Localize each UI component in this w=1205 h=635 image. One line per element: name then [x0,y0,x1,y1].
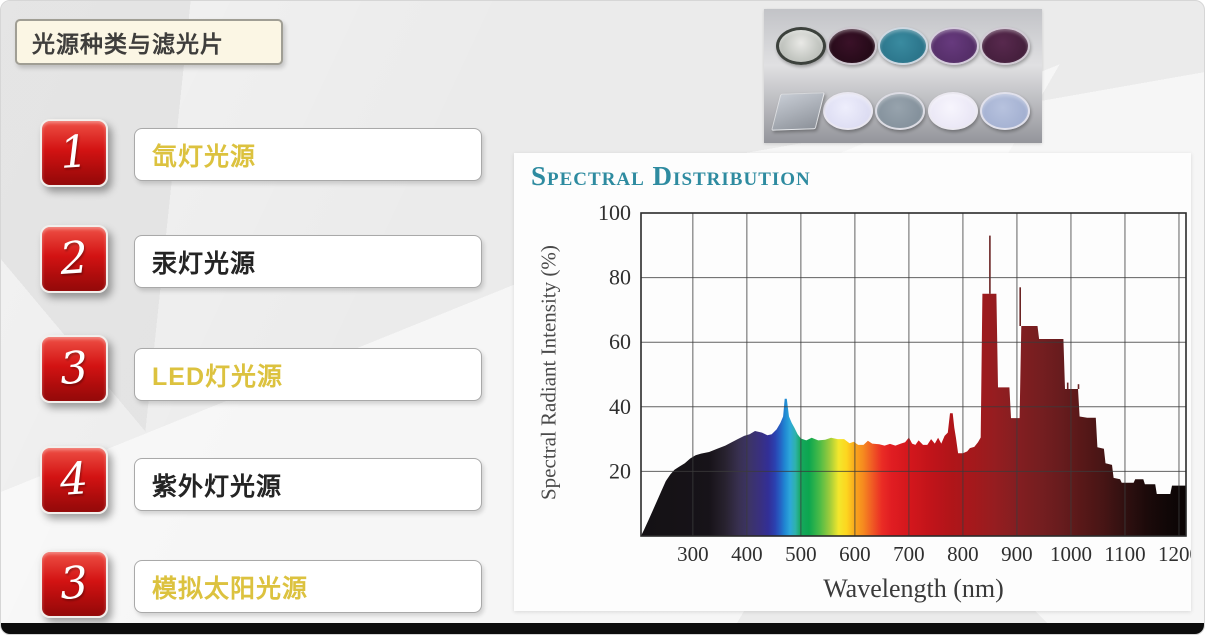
item-number-badge: 3 [40,550,108,618]
item-label: 汞灯光源 [152,249,257,278]
item-label-box: 氙灯光源 [134,128,482,181]
item-number: 3 [58,342,90,395]
item-number: 4 [58,453,90,506]
filter-purple [929,27,979,65]
item-number-badge: 1 [40,119,108,187]
plot-border [640,212,1187,537]
item-number: 1 [58,126,90,179]
x-tick-label: 900 [1001,542,1032,566]
item-number-badge: 4 [40,446,108,514]
item-label-box: 紫外灯光源 [134,458,482,511]
filter-plum [980,27,1030,65]
bottom-bar [1,623,1204,634]
item-number-badge: 2 [40,225,108,293]
nd-filter-silver [776,27,826,65]
spectrum-area [641,293,1186,536]
x-tick-label: 800 [947,542,979,566]
chart-title: Spectral Distribution [531,161,811,191]
filters-image [764,9,1042,143]
x-tick-label: 500 [785,542,817,566]
chart-x-axis-label: Wavelength (nm) [823,574,1004,603]
item-number-badge: 3 [40,335,108,403]
item-label-box: 模拟太阳光源 [134,560,482,613]
filter-dark-maroon [827,27,877,65]
item-number: 3 [58,557,90,610]
item-label: LED灯光源 [152,362,284,391]
x-tick-label: 400 [731,542,763,566]
item-label-box: 汞灯光源 [134,235,482,288]
x-tick-label: 1100 [1104,542,1145,566]
filter-white [927,92,978,130]
item-label-box: LED灯光源 [134,348,482,401]
spectral-chart-panel: Spectral Distribution Spectral Radiant I… [514,153,1191,611]
filter-teal [878,27,928,65]
item-label: 模拟太阳光源 [152,574,309,603]
y-tick-label: 20 [609,458,631,483]
filter-gray-blue [875,92,925,130]
slide-title: 光源种类与滤光片 [32,31,224,57]
filters-row-top [764,26,1042,66]
x-tick-label: 600 [839,542,871,566]
filters-row-bottom [764,91,1042,131]
glass-plate [771,91,825,131]
x-tick-label: 1200 [1158,542,1191,566]
item-label: 紫外灯光源 [152,472,283,501]
y-tick-label: 100 [598,200,631,225]
item-number: 2 [58,232,90,285]
x-tick-label: 300 [677,542,709,566]
y-tick-label: 40 [609,394,631,419]
filter-lavender [822,92,873,130]
x-tick-label: 1000 [1050,542,1092,566]
y-tick-label: 80 [609,265,631,290]
x-tick-label: 700 [893,542,925,566]
spectral-chart-svg: 300 400 500 600 700 800 900 1000 1100 1200 20 40 60 8… [598,200,1191,566]
slide-title-box: 光源种类与滤光片 [15,19,283,65]
item-label: 氙灯光源 [152,142,257,171]
filter-periwinkle [980,92,1030,130]
y-tick-label: 60 [609,329,631,354]
